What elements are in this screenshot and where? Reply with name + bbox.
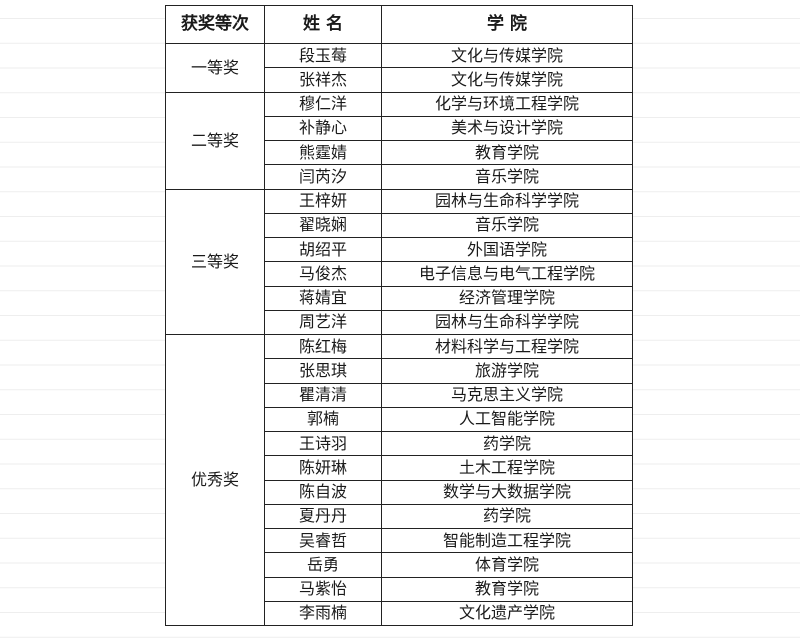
table-row: 二等奖 穆仁洋 化学与环境工程学院: [165, 91, 633, 190]
table-row: 胡绍平 外国语学院: [166, 236, 633, 263]
name-cell: 马俊杰: [264, 261, 382, 287]
name-cell: 李雨楠: [264, 600, 382, 627]
header-name: 姓 名: [264, 5, 382, 44]
header-level: 获奖等次: [165, 5, 265, 44]
table-row: 张祥杰 文化与传媒学院: [166, 67, 633, 93]
name-cell: 陈红梅: [264, 333, 382, 360]
name-cell: 补静心: [264, 115, 382, 142]
name-cell: 翟晓娴: [264, 212, 382, 239]
college-cell: 数学与大数据学院: [381, 479, 633, 505]
table-row: 瞿清清 马克思主义学院: [166, 382, 633, 408]
name-cell: 穆仁洋: [264, 91, 382, 117]
name-cell: 王梓妍: [264, 188, 382, 214]
name-cell: 郭楠: [264, 406, 382, 433]
name-cell: 蒋婧宜: [264, 285, 382, 311]
header-row: 获奖等次 姓 名 学 院: [165, 5, 633, 44]
table-row: 三等奖 王梓妍 园林与生命科学学院: [165, 188, 633, 335]
award-level-cell: 优秀奖: [165, 334, 265, 626]
college-cell: 经济管理学院: [381, 285, 633, 311]
name-cell: 段玉莓: [264, 42, 382, 69]
name-cell: 张思琪: [264, 358, 382, 384]
name-cell: 王诗羽: [264, 430, 382, 457]
name-cell: 陈自波: [264, 479, 382, 505]
college-cell: 文化与传媒学院: [381, 42, 633, 69]
table-row: 翟晓娴 音乐学院: [166, 212, 633, 239]
award-level-cell: 三等奖: [165, 188, 265, 335]
college-cell: 旅游学院: [381, 358, 633, 384]
college-cell: 材料科学与工程学院: [381, 333, 633, 360]
table-row: 一等奖 段玉莓 文化与传媒学院: [165, 42, 633, 93]
award-level-cell: 一等奖: [165, 43, 265, 93]
college-cell: 人工智能学院: [381, 406, 633, 433]
college-cell: 园林与生命科学学院: [381, 188, 633, 214]
table-row: 郭楠 人工智能学院: [166, 406, 633, 433]
table-row: 蒋婧宜 经济管理学院: [166, 285, 633, 311]
college-cell: 体育学院: [381, 552, 633, 578]
college-cell: 教育学院: [381, 576, 633, 602]
college-cell: 药学院: [381, 430, 633, 457]
table-row: 周艺洋 园林与生命科学学院: [166, 309, 633, 336]
name-cell: 陈妍琳: [264, 455, 382, 481]
college-cell: 智能制造工程学院: [381, 527, 633, 554]
college-cell: 美术与设计学院: [381, 115, 633, 142]
name-cell: 张祥杰: [264, 67, 382, 93]
name-cell: 吴睿哲: [264, 527, 382, 554]
college-cell: 电子信息与电气工程学院: [381, 261, 633, 287]
name-cell: 马紫怡: [264, 576, 382, 602]
award-level-cell: 二等奖: [165, 91, 265, 190]
table-row: 马俊杰 电子信息与电气工程学院: [166, 261, 633, 287]
table-row: 李雨楠 文化遗产学院: [166, 600, 633, 627]
name-cell: 瞿清清: [264, 382, 382, 408]
college-cell: 音乐学院: [381, 164, 633, 190]
table-row: 陈妍琳 土木工程学院: [166, 455, 633, 481]
college-cell: 外国语学院: [381, 236, 633, 263]
name-cell: 熊霆婧: [264, 139, 382, 166]
table-row: 岳勇 体育学院: [166, 552, 633, 578]
table-row: 张思琪 旅游学院: [166, 358, 633, 384]
college-cell: 音乐学院: [381, 212, 633, 239]
table-row: 熊霆婧 教育学院: [166, 139, 633, 166]
college-cell: 园林与生命科学学院: [381, 309, 633, 336]
college-cell: 文化遗产学院: [381, 600, 633, 627]
name-cell: 夏丹丹: [264, 503, 382, 530]
college-cell: 文化与传媒学院: [381, 67, 633, 93]
college-cell: 土木工程学院: [381, 455, 633, 481]
header-college: 学 院: [381, 5, 633, 44]
table-row: 闫芮汐 音乐学院: [166, 164, 633, 190]
name-cell: 胡绍平: [264, 236, 382, 263]
college-cell: 药学院: [381, 503, 633, 530]
college-cell: 化学与环境工程学院: [381, 91, 633, 117]
name-cell: 岳勇: [264, 552, 382, 578]
college-cell: 马克思主义学院: [381, 382, 633, 408]
award-table: 获奖等次 姓 名 学 院 一等奖 段玉莓 文化与传媒学院 张祥杰 文化与传媒学院 二等奖穆…: [165, 5, 633, 627]
table-row: 王诗羽 药学院: [166, 430, 633, 457]
table-row: 陈自波 数学与大数据学院: [166, 479, 633, 505]
name-cell: 闫芮汐: [264, 164, 382, 190]
name-cell: 周艺洋: [264, 309, 382, 336]
table-row: 优秀奖 陈红梅 材料科学与工程学院: [165, 333, 633, 626]
college-cell: 教育学院: [381, 139, 633, 166]
